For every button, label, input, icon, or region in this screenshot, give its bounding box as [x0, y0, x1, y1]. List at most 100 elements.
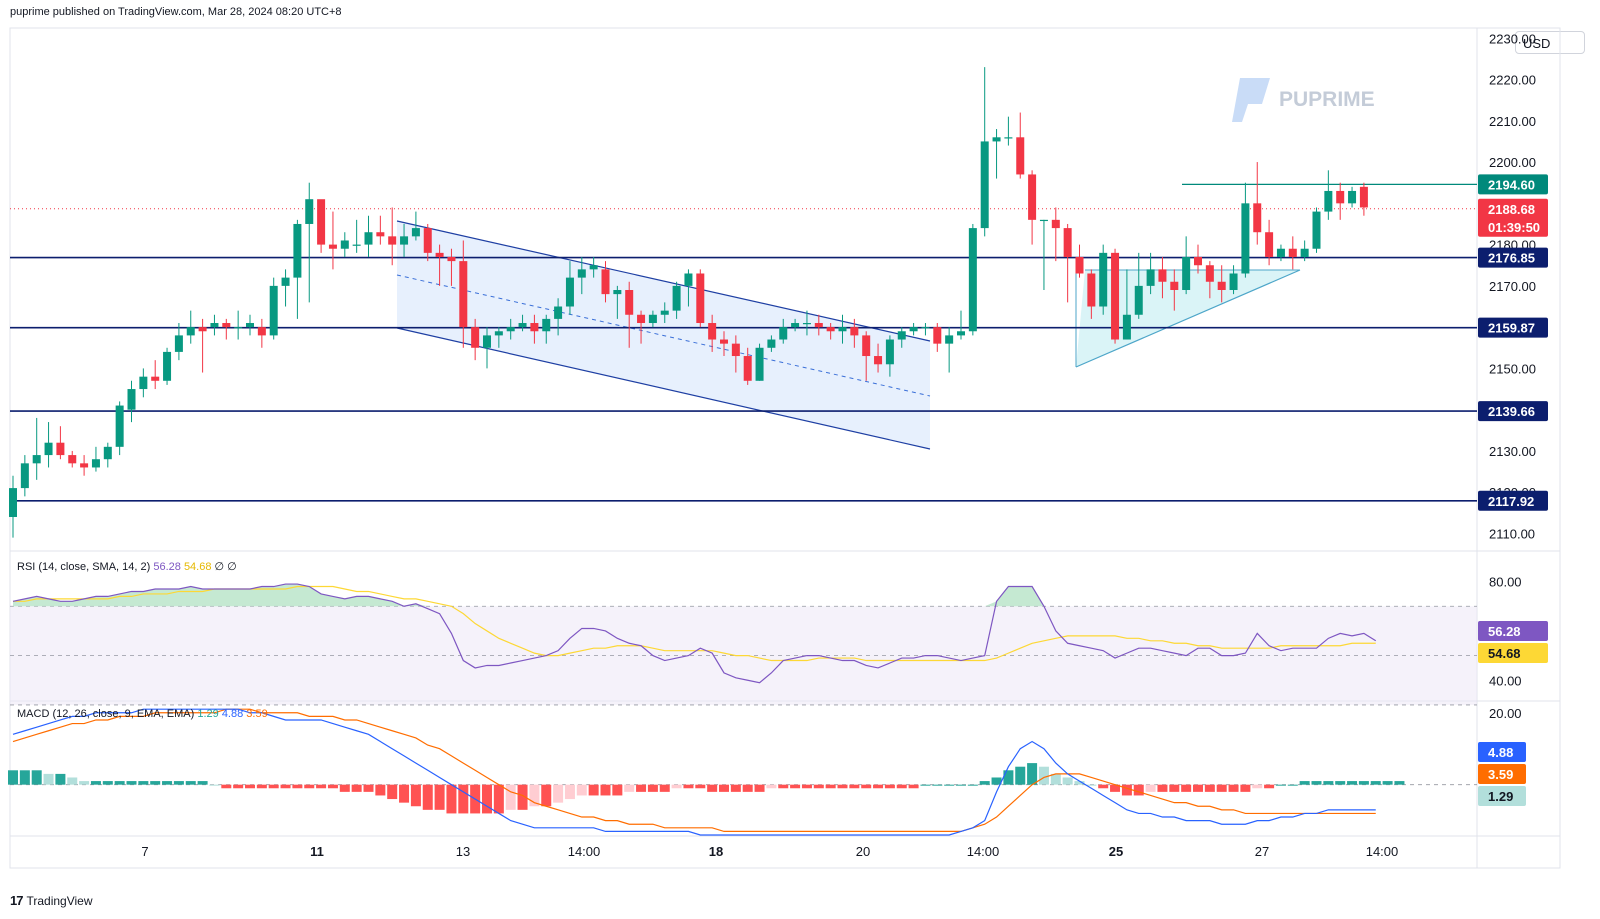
macd-hist-bar — [256, 784, 267, 789]
candle-body — [459, 261, 468, 328]
macd-hist-bar — [1252, 784, 1263, 789]
macd-hist-bar — [1275, 784, 1286, 786]
candle-body — [163, 351, 172, 381]
macd-hist-bar — [1216, 784, 1227, 792]
countdown-label: 01:39:50 — [1488, 220, 1540, 235]
macd-hist-bar — [707, 784, 718, 792]
candle-body — [1170, 281, 1179, 290]
candle-body — [530, 323, 539, 332]
macd-hist-bar — [1181, 784, 1192, 792]
candle-body — [234, 327, 243, 329]
candle-body — [506, 327, 515, 332]
candle-body — [743, 356, 752, 381]
price-tick-label: 2230.00 — [1489, 31, 1536, 46]
candle-body — [1217, 281, 1226, 290]
candles — [9, 67, 1368, 538]
macd-hist-bar — [1169, 784, 1180, 792]
macd-hist-bar — [861, 784, 872, 789]
macd-hist-bar — [339, 784, 350, 792]
macd-tick-label: 20.00 — [1489, 706, 1522, 721]
macd-legend: MACD (12, 26, close, 9, EMA, EMA) 1.29 4… — [17, 708, 268, 720]
macd-hist-bar — [896, 784, 907, 789]
footer-brand: 17 TradingView — [10, 893, 93, 908]
candle-body — [1229, 273, 1238, 290]
macd-hist-bar — [233, 784, 244, 789]
candle-body — [400, 236, 409, 245]
candle-body — [755, 347, 764, 381]
candle-body — [139, 376, 148, 390]
macd-hist-bar — [967, 784, 978, 786]
macd-hist-bar — [873, 784, 884, 789]
time-tick-label: 7 — [141, 844, 148, 859]
price-label: 2176.85 — [1488, 251, 1535, 266]
macd-hist-bar — [327, 784, 338, 789]
candle-body — [1122, 314, 1131, 340]
macd-hist-bar — [90, 781, 101, 785]
macd-hist-bar — [209, 784, 220, 786]
price-label: 2139.66 — [1488, 404, 1535, 419]
macd-hist-bar — [505, 784, 516, 810]
macd-signal-line — [12, 708, 1376, 833]
rsi-legend-extra: ∅ ∅ — [215, 561, 237, 573]
candle-body — [20, 463, 29, 489]
macd-hist-bar — [778, 784, 789, 789]
macd-hist-bar — [1370, 781, 1381, 785]
macd-hist-bar — [387, 784, 398, 800]
candle-body — [1288, 248, 1297, 257]
candle-body — [151, 376, 160, 381]
macd-hist-bar — [1015, 766, 1026, 785]
macd-hist-bar — [908, 784, 919, 789]
candle-body — [471, 327, 480, 348]
candle-body — [672, 285, 681, 311]
macd-hist-bar — [43, 773, 54, 785]
macd-hist-bar — [268, 784, 279, 789]
macd-hist-bar — [553, 784, 564, 803]
macd-hist-bar — [1347, 781, 1358, 785]
candle-body — [802, 323, 811, 325]
candle-body — [696, 273, 705, 324]
candle-body — [435, 252, 444, 257]
macd-hist-bar — [446, 784, 457, 814]
candle-body — [957, 331, 965, 336]
candle-body — [980, 141, 989, 229]
candle-body — [1051, 219, 1060, 229]
rsi-ma-box — [1478, 643, 1548, 663]
macd-hist-bar — [1074, 781, 1085, 785]
publish-info: puprime published on TradingView.com, Ma… — [10, 6, 342, 18]
tradingview-logo-icon: 17 — [10, 893, 24, 908]
macd-hist-bar — [1050, 773, 1061, 785]
candle-body — [44, 442, 53, 456]
time-tick-label: 27 — [1255, 844, 1269, 859]
time-tick-label: 11 — [310, 844, 324, 859]
candle-body — [601, 269, 610, 295]
candle-body — [731, 343, 740, 357]
macd-hist-bar — [564, 784, 575, 800]
tradingview-label: TradingView — [26, 893, 93, 908]
macd-hist-bar — [1145, 784, 1156, 792]
candle-body — [720, 339, 728, 344]
macd-legend-name: MACD (12, 26, close, 9, EMA, EMA) — [17, 708, 197, 720]
candle-body — [885, 339, 894, 365]
macd-hist-bar — [221, 784, 232, 789]
candle-body — [1087, 273, 1096, 307]
macd-value-box — [1478, 764, 1526, 784]
macd-value-label: 1.29 — [1488, 789, 1513, 804]
time-tick-label: 14:00 — [568, 844, 601, 859]
price-label-box — [1478, 174, 1548, 195]
candle-body — [637, 314, 646, 324]
candle-body — [32, 455, 41, 464]
macd-hist-bar — [31, 770, 42, 785]
macd-hist-bar — [138, 781, 149, 785]
candle-body — [1194, 256, 1202, 266]
descending-channel — [396, 220, 931, 450]
candle-body — [1146, 269, 1155, 286]
currency-selector[interactable]: USD — [1515, 31, 1585, 54]
candle-body — [1063, 228, 1072, 257]
macd-hist-bar — [1228, 784, 1239, 792]
macd-hist-bar — [375, 784, 386, 796]
macd-hist-bar — [730, 784, 741, 792]
macd-hist-bar — [1157, 784, 1168, 792]
candle-body — [909, 327, 918, 332]
candle-body — [1205, 265, 1214, 282]
